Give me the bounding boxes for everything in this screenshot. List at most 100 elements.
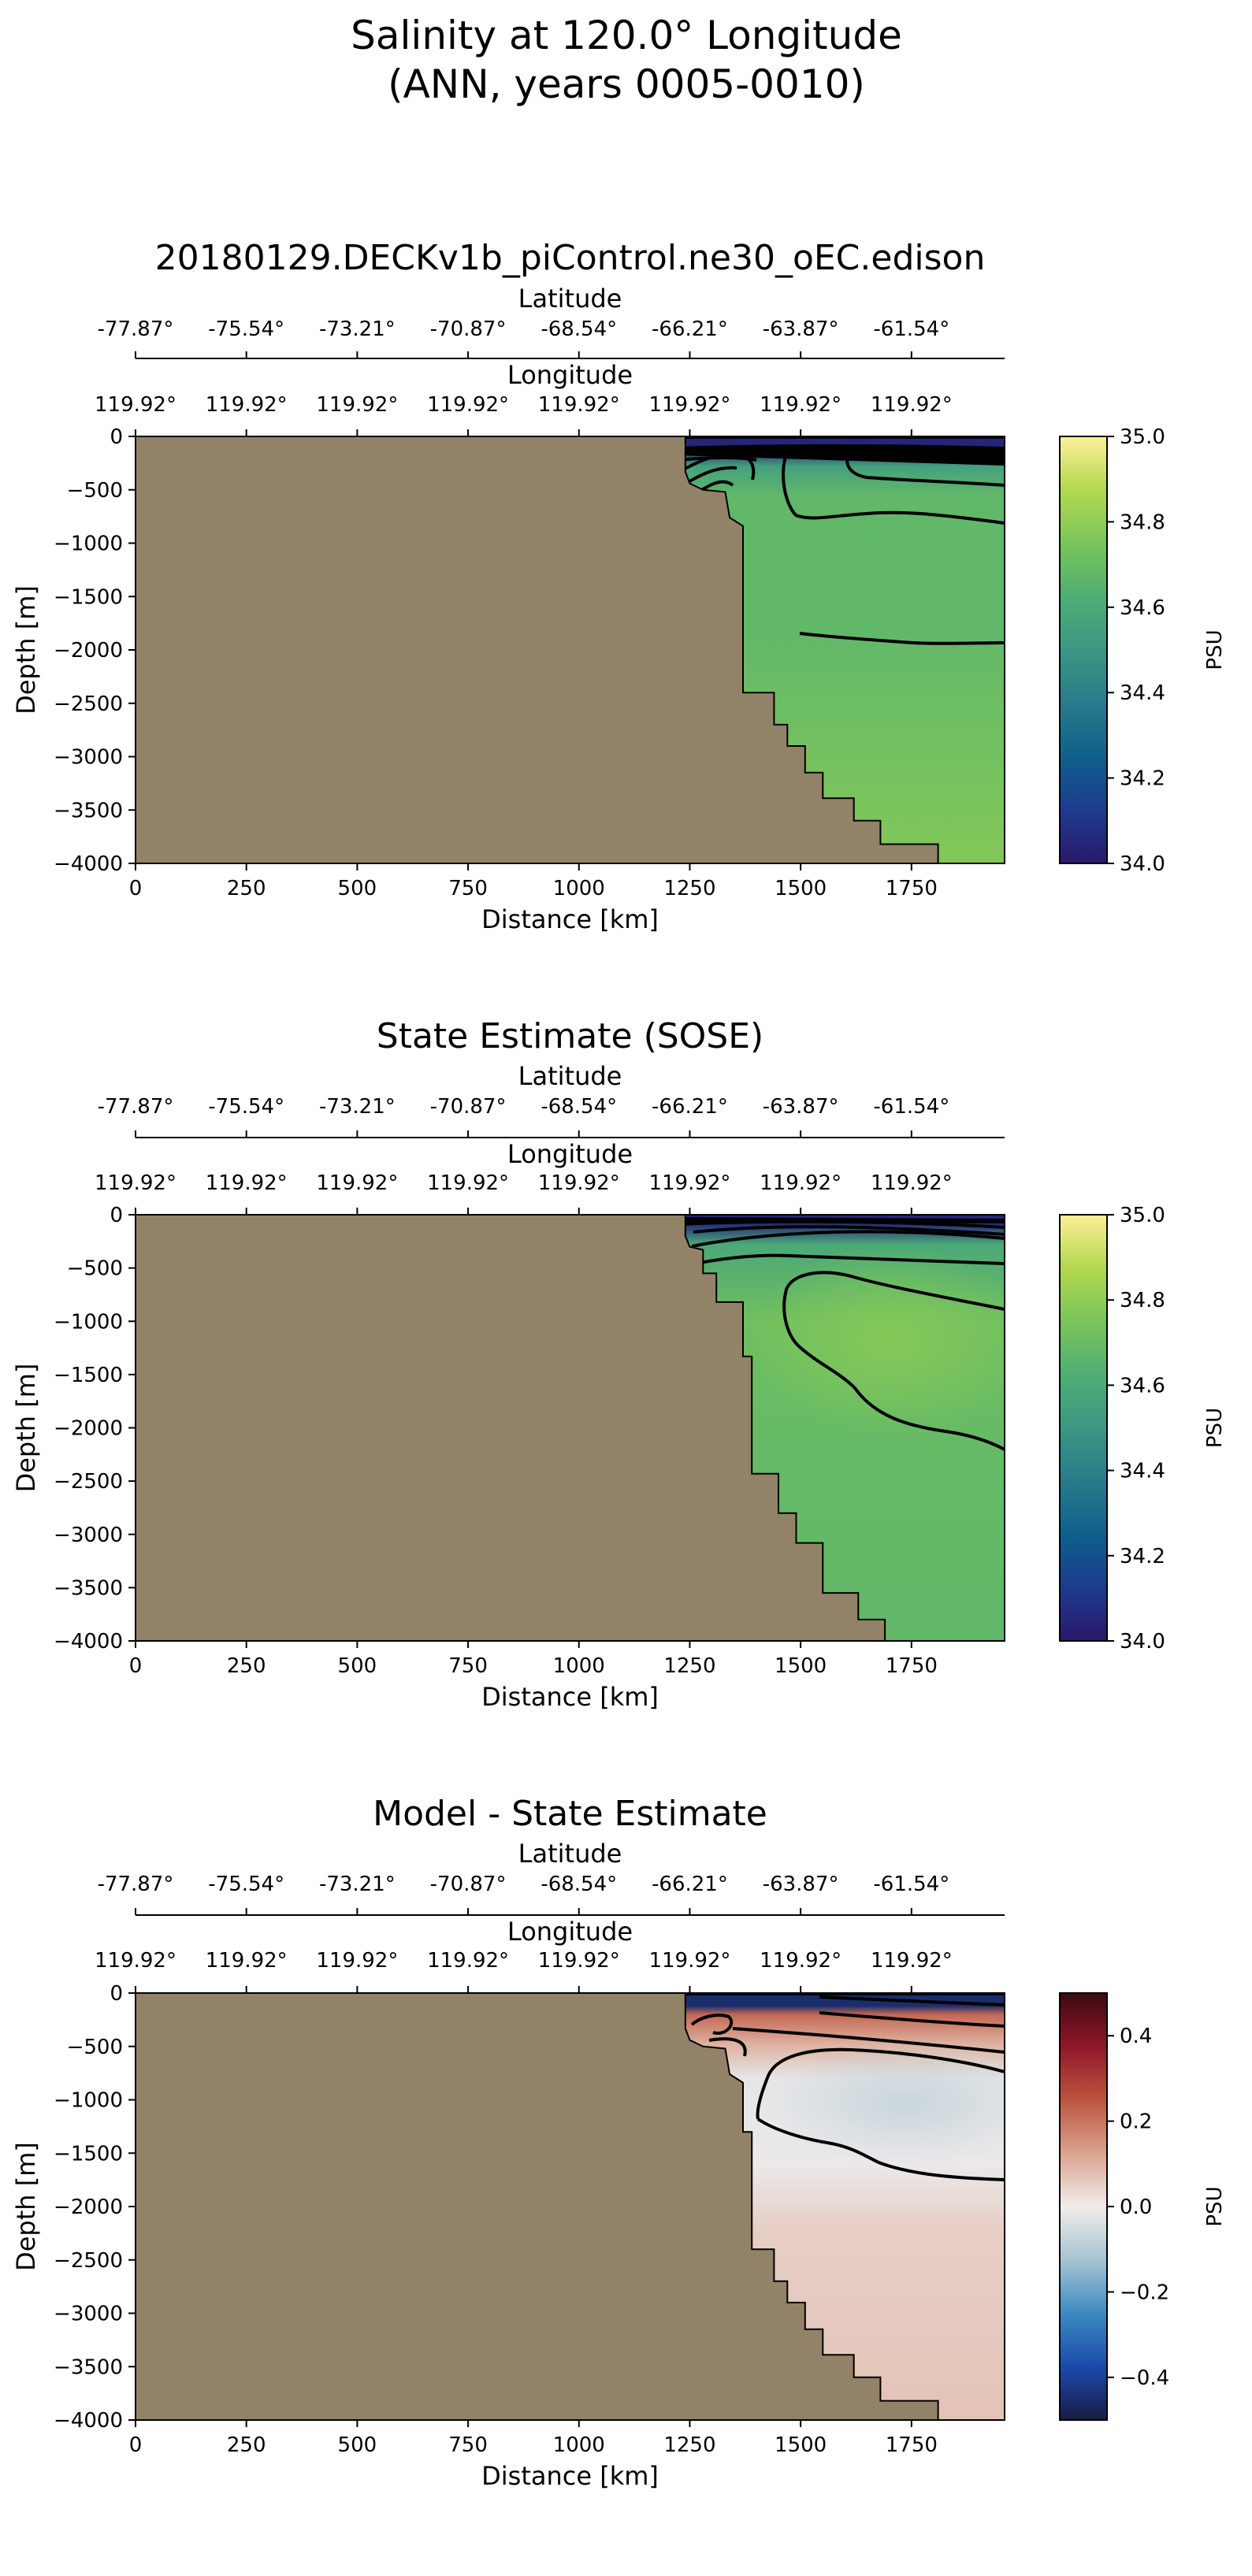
longitude-tick-label: 119.92° xyxy=(871,1171,953,1195)
colorbar-tick-label: −0.4 xyxy=(1120,2366,1169,2390)
colorbar-tick-label: 0.4 xyxy=(1120,2025,1152,2048)
longitude-tick-label: 119.92° xyxy=(538,393,620,417)
colorbar-tick-label: 0.2 xyxy=(1120,2110,1152,2134)
longitude-tick-label: 119.92° xyxy=(427,393,509,417)
y-tick-label: −2500 xyxy=(54,692,123,716)
colorbar-tick-label: 34.4 xyxy=(1120,681,1165,705)
figure-title-line2: (ANN, years 0005-0010) xyxy=(388,61,865,107)
y-tick-label: −2500 xyxy=(54,1470,123,1494)
longitude-tick-label: 119.92° xyxy=(760,1171,841,1195)
colorbar-label: PSU xyxy=(1203,629,1227,670)
x-tick-label: 500 xyxy=(338,877,377,900)
colorbar-tick-label: 34.2 xyxy=(1120,767,1165,791)
contour-line xyxy=(845,451,1005,487)
colorbar-tick-label: 35.0 xyxy=(1120,1204,1165,1227)
x-tick-label: 1750 xyxy=(886,877,938,900)
latitude-tick-label: -63.87° xyxy=(763,317,839,341)
longitude-tick-label: 119.92° xyxy=(538,1949,620,1973)
colorbar-tick-label: 34.0 xyxy=(1120,1630,1165,1654)
figure-title-line1: Salinity at 120.0° Longitude xyxy=(351,13,902,58)
x-axis-label: Distance [km] xyxy=(481,2461,659,2491)
plot-area xyxy=(136,436,1005,863)
latitude-tick-label: -61.54° xyxy=(873,1095,949,1119)
latitude-tick-label: -61.54° xyxy=(873,1873,949,1896)
negative-bias-core xyxy=(764,2040,1005,2166)
longitude-axis-label: Longitude xyxy=(507,1917,633,1947)
y-tick-label: 0 xyxy=(110,1982,123,2006)
contour-line xyxy=(756,2047,1005,2120)
contour-line xyxy=(694,1253,1005,1265)
latitude-tick-label: -68.54° xyxy=(541,1095,617,1119)
panel-title: Model - State Estimate xyxy=(373,1794,767,1834)
y-tick-label: −3000 xyxy=(54,1524,123,1547)
x-tick-label: 1250 xyxy=(663,2433,715,2457)
latitude-tick-label: -75.54° xyxy=(208,1095,284,1119)
contour-line xyxy=(782,451,1005,525)
latitude-tick-label: -68.54° xyxy=(541,317,617,341)
contour-line xyxy=(678,452,756,481)
latitude-tick-label: -77.87° xyxy=(98,1873,174,1896)
longitude-tick-label: 119.92° xyxy=(95,1171,176,1195)
land-mask xyxy=(136,1215,886,1641)
y-tick-label: −500 xyxy=(67,479,123,503)
longitude-tick-label: 119.92° xyxy=(95,393,176,417)
latitude-tick-label: -70.87° xyxy=(430,317,507,341)
longitude-tick-label: 119.92° xyxy=(760,1949,841,1973)
x-tick-label: 500 xyxy=(338,1654,377,1678)
longitude-tick-label: 119.92° xyxy=(871,1949,953,1973)
panel-title: State Estimate (SOSE) xyxy=(377,1016,763,1056)
plot-area xyxy=(136,1993,1005,2420)
colorbar-tick-label: 35.0 xyxy=(1120,425,1165,449)
latitude-tick-label: -70.87° xyxy=(430,1873,507,1896)
x-tick-label: 1500 xyxy=(775,877,827,900)
longitude-tick-label: 119.92° xyxy=(648,1171,730,1195)
longitude-axis-label: Longitude xyxy=(507,360,633,390)
land-mask xyxy=(136,436,938,863)
longitude-tick-label: 119.92° xyxy=(316,1949,398,1973)
colorbar-tick-label: 34.6 xyxy=(1120,596,1165,620)
x-tick-label: 750 xyxy=(448,2433,488,2457)
y-tick-label: −3000 xyxy=(54,2303,123,2326)
x-tick-label: 1000 xyxy=(553,2433,605,2457)
x-axis-label: Distance [km] xyxy=(481,904,659,934)
x-tick-label: 1750 xyxy=(886,1654,938,1678)
contour-line xyxy=(756,2118,1005,2181)
x-tick-label: 750 xyxy=(448,877,488,900)
y-tick-label: −1000 xyxy=(54,533,123,556)
contour-line xyxy=(819,1995,1005,2006)
panel-model: 20180129.DECKv1b_piControl.ne30_oEC.edis… xyxy=(11,238,1227,934)
longitude-tick-label: 119.92° xyxy=(648,1949,730,1973)
latitude-tick-label: -66.21° xyxy=(652,1095,728,1119)
panel-title: 20180129.DECKv1b_piControl.ne30_oEC.edis… xyxy=(155,238,986,278)
y-tick-label: −3500 xyxy=(54,799,123,822)
y-tick-label: −3000 xyxy=(54,746,123,770)
y-tick-label: 0 xyxy=(110,425,123,449)
latitude-tick-label: -63.87° xyxy=(763,1095,839,1119)
y-tick-label: −2000 xyxy=(54,1417,123,1441)
y-tick-label: −1500 xyxy=(54,585,123,609)
longitude-axis-label: Longitude xyxy=(507,1139,633,1169)
latitude-tick-label: -73.21° xyxy=(319,317,396,341)
colorbar-tick-label: 34.4 xyxy=(1120,1460,1165,1483)
latitude-tick-label: -70.87° xyxy=(430,1095,507,1119)
colorbar-tick-label: 0.0 xyxy=(1120,2196,1152,2219)
x-axis-label: Distance [km] xyxy=(481,1682,659,1712)
latitude-tick-label: -77.87° xyxy=(98,1095,174,1119)
panel-bias: Model - State Estimate Latitude -77.87° -75… xyxy=(11,1794,1227,2491)
y-tick-label: −2000 xyxy=(54,2196,123,2219)
colorbar-label: PSU xyxy=(1203,2186,1227,2226)
x-tick-label: 1250 xyxy=(663,1654,715,1678)
longitude-tick-label: 119.92° xyxy=(871,393,953,417)
contour-line xyxy=(693,1225,1005,1236)
x-tick-label: 250 xyxy=(227,2433,266,2457)
longitude-tick-label: 119.92° xyxy=(760,393,841,417)
colorbar-tick-label: 34.0 xyxy=(1120,852,1165,876)
contour-line xyxy=(677,1219,1005,1229)
y-tick-label: 0 xyxy=(110,1204,123,1227)
bathymetry-edge xyxy=(684,436,939,863)
colorbar-label: PSU xyxy=(1203,1408,1227,1448)
y-tick-label: −3500 xyxy=(54,1576,123,1600)
x-tick-label: 1250 xyxy=(663,877,715,900)
x-tick-label: 250 xyxy=(227,877,266,900)
y-axis-label: Depth [m] xyxy=(11,1364,41,1493)
